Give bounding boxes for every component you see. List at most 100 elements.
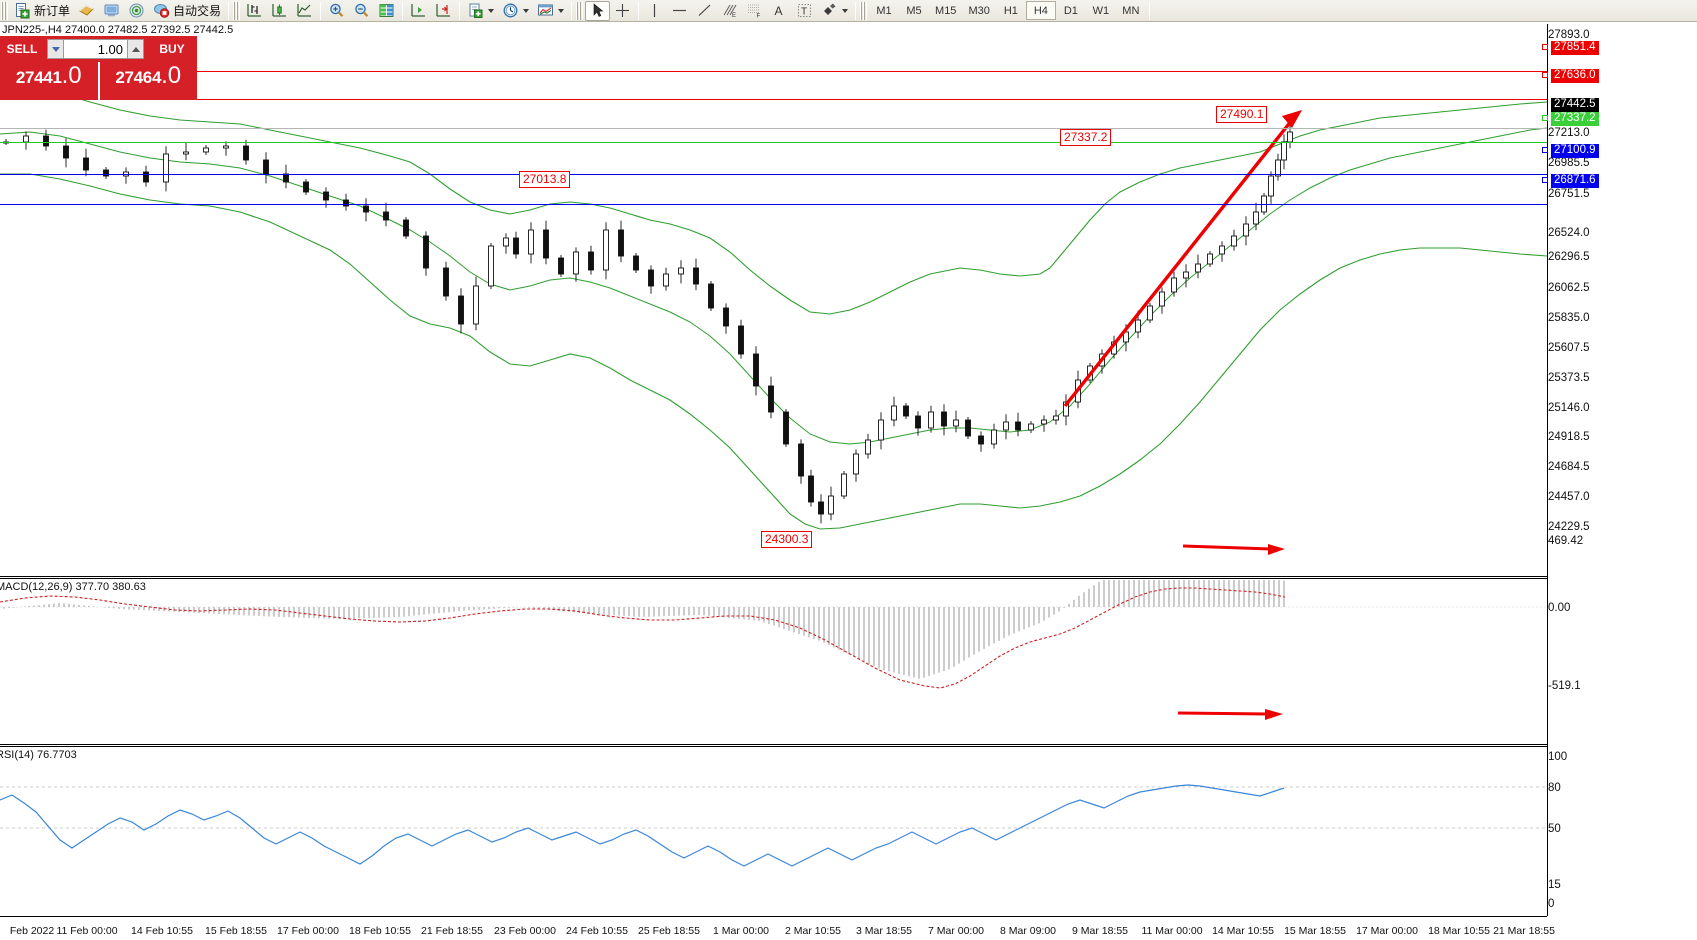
toolbar-separator-2 — [320, 1, 322, 20]
auto-trading-button[interactable]: 自动交易 — [149, 1, 225, 21]
annotation-24300[interactable]: 24300.3 — [761, 531, 813, 548]
auto-scroll-button[interactable] — [431, 1, 456, 21]
timeframe-m15[interactable]: M15 — [935, 4, 957, 17]
draw-toolbar-grip[interactable] — [576, 1, 584, 20]
time-label-20: 18 Mar 10:55 — [1428, 925, 1490, 937]
chart-toolbar-grip[interactable] — [233, 1, 241, 20]
shapes-dropdown-arrow[interactable] — [842, 8, 849, 13]
crosshair-icon — [616, 4, 630, 17]
indicators-dropdown-arrow[interactable] — [558, 8, 565, 13]
auto-trading-icon — [154, 4, 170, 18]
macd-pane[interactable]: MACD(12,26,9) 377.70 380.63 — [0, 580, 1547, 743]
line-chart-button[interactable] — [292, 1, 317, 21]
price-level-26871[interactable] — [0, 204, 1547, 205]
period-button[interactable] — [498, 1, 533, 21]
time-axis[interactable]: Feb 2022 11 Feb 00:00 14 Feb 10:55 15 Fe… — [0, 916, 1555, 940]
macd-arrow-overlay[interactable] — [0, 580, 1547, 743]
pane-divider-rsi[interactable] — [0, 744, 1547, 747]
volume-decrease-button[interactable] — [47, 39, 64, 59]
timeframe-h4[interactable]: H4 — [1025, 1, 1056, 20]
price-level-27100[interactable] — [0, 174, 1547, 175]
shapes-button[interactable] — [817, 1, 852, 21]
fibonacci-icon: F — [748, 4, 761, 19]
horizontal-line-button[interactable] — [667, 1, 692, 21]
sell-button[interactable]: SELL — [0, 36, 44, 62]
candlestick-series — [3, 122, 1293, 524]
period-dropdown-arrow[interactable] — [523, 8, 530, 13]
timeframe-m1[interactable]: M1 — [876, 4, 892, 17]
templates-icon — [469, 3, 483, 18]
terminal-button[interactable] — [99, 1, 124, 21]
terminal-icon — [104, 4, 119, 17]
timeframe-h1[interactable]: H1 — [1003, 4, 1018, 17]
timeframe-toolbar-grip[interactable] — [860, 1, 868, 20]
indicators-button[interactable] — [533, 1, 568, 21]
volume-stepper[interactable]: 1.00 — [44, 36, 147, 62]
price-level-27851[interactable] — [0, 71, 1547, 72]
zoom-in-button[interactable] — [324, 1, 349, 21]
volume-input[interactable]: 1.00 — [64, 39, 127, 59]
timeframe-d1[interactable]: D1 — [1063, 4, 1078, 17]
price-chart-pane[interactable]: 27490.1 27337.2 27013.8 24300.3 — [0, 24, 1547, 548]
rsi-pane[interactable]: RSI(14) 76.7703 — [0, 748, 1547, 916]
price-tag-27100[interactable]: 27100.9 — [1551, 144, 1599, 158]
price-level-27337[interactable] — [0, 142, 1547, 143]
candlestick-chart-button[interactable] — [267, 1, 292, 21]
time-label-5: 18 Feb 10:55 — [349, 925, 411, 937]
text-box-button[interactable]: T — [792, 1, 817, 21]
annotation-27013[interactable]: 27013.8 — [519, 171, 571, 188]
annotation-27337[interactable]: 27337.2 — [1060, 129, 1112, 146]
level-handle-27636[interactable] — [1542, 72, 1548, 78]
text-label-button[interactable]: A — [767, 1, 792, 21]
buy-button[interactable]: BUY — [147, 36, 197, 62]
one-click-trading-panel[interactable]: SELL 1.00 BUY 27441 .0 27464 .0 — [0, 36, 197, 100]
macd-histogram — [3, 580, 1285, 679]
elliott-wave-button[interactable]: E — [717, 1, 742, 21]
timeframe-w1[interactable]: W1 — [1092, 4, 1110, 17]
templates-dropdown-arrow[interactable] — [488, 8, 495, 13]
templates-button[interactable] — [463, 1, 498, 21]
fibonacci-button[interactable]: F — [742, 1, 767, 21]
volume-increase-button[interactable] — [127, 39, 144, 59]
level-handle-27337[interactable] — [1542, 115, 1548, 121]
toolbar-grip[interactable] — [1, 1, 8, 20]
period-icon — [503, 3, 518, 18]
scale-tick-26985: 26985.5 — [1548, 157, 1590, 169]
price-scale[interactable]: 27893.0 27213.0 26985.5 26751.5 26524.0 … — [1542, 24, 1697, 916]
vertical-line-button[interactable] — [642, 1, 667, 21]
trendline-button[interactable] — [692, 1, 717, 21]
cursor-button[interactable] — [585, 0, 611, 21]
new-order-button[interactable]: 新订单 — [10, 1, 74, 21]
scale-tick-24918: 24918.5 — [1548, 431, 1590, 443]
level-handle-26871[interactable] — [1542, 177, 1548, 183]
price-tag-27851[interactable]: 27851.4 — [1551, 41, 1599, 55]
price-tag-26871[interactable]: 26871.6 — [1551, 174, 1599, 188]
annotation-27490[interactable]: 27490.1 — [1216, 106, 1268, 123]
buy-price[interactable]: 27464 .0 — [97, 62, 197, 100]
price-level-27636[interactable] — [0, 99, 1547, 100]
level-handle-27100[interactable] — [1542, 147, 1548, 153]
toolbar-separator-8 — [1148, 1, 1150, 20]
crosshair-button[interactable] — [610, 1, 635, 21]
price-tag-27337[interactable]: 27337.2 — [1551, 112, 1599, 126]
horizontal-line-icon — [673, 9, 687, 12]
timeframe-mn[interactable]: MN — [1122, 4, 1140, 17]
macd-trend-arrow-shape[interactable] — [1182, 544, 1285, 555]
zoom-out-button[interactable] — [349, 1, 374, 21]
signals-button[interactable] — [124, 1, 149, 21]
scale-tick-rsi-15: 15 — [1548, 879, 1561, 891]
sell-price[interactable]: 27441 .0 — [0, 62, 98, 100]
price-tag-27636[interactable]: 27636.0 — [1551, 69, 1599, 83]
chart-shift-button[interactable] — [406, 1, 431, 21]
uptrend-arrow[interactable] — [1063, 110, 1302, 408]
data-window-button[interactable] — [374, 1, 399, 21]
bar-chart-button[interactable] — [242, 1, 267, 21]
time-label-12: 3 Mar 18:55 — [855, 925, 913, 937]
pane-divider-macd[interactable] — [0, 576, 1547, 579]
level-handle-27851[interactable] — [1542, 44, 1548, 50]
expert-advisor-button[interactable] — [74, 1, 99, 21]
new-order-icon — [16, 3, 30, 19]
timeframe-m30[interactable]: M30 — [968, 4, 990, 17]
rsi-line — [0, 784, 1285, 867]
timeframe-m5[interactable]: M5 — [906, 4, 922, 17]
